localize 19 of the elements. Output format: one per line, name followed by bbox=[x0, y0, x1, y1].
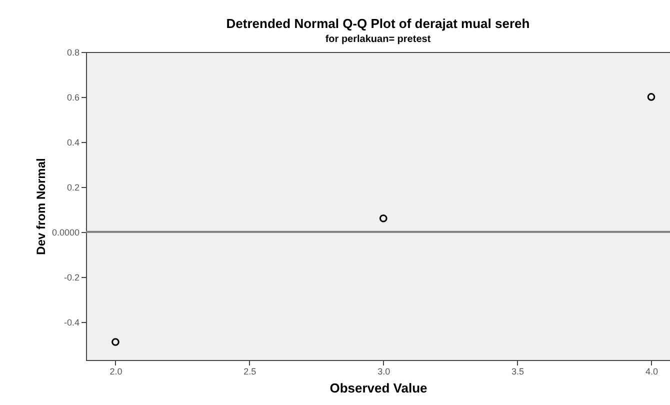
x-tick-label: 2.0 bbox=[110, 366, 122, 376]
point bbox=[647, 93, 656, 101]
chart-title: Detrended Normal Q-Q Plot of derajat mual sereh bbox=[226, 16, 530, 31]
y-tick-label: -0.2 bbox=[64, 272, 80, 282]
x-tick-label: 4.0 bbox=[645, 366, 658, 376]
y-tick-label: 0.4 bbox=[66, 137, 80, 148]
y-tick-label: -0.4 bbox=[64, 317, 80, 328]
y-tick-label: 0.2 bbox=[66, 182, 80, 192]
x-axis-title: Observed Value bbox=[330, 380, 428, 396]
y-tick-label: 0.0000 bbox=[52, 227, 80, 238]
point bbox=[112, 338, 120, 346]
x-tick-label: 3.5 bbox=[512, 366, 524, 376]
y-axis-title: Dev from Normal bbox=[34, 158, 48, 255]
x-tick-label: 2.5 bbox=[244, 366, 256, 376]
y-tick-label: 0.6 bbox=[66, 92, 80, 102]
y-tick-label: 0.8 bbox=[66, 48, 80, 58]
x-tick-label: 3.0 bbox=[378, 366, 390, 376]
point bbox=[379, 214, 388, 222]
chart-subtitle: for perlakuan= pretest bbox=[325, 34, 432, 45]
